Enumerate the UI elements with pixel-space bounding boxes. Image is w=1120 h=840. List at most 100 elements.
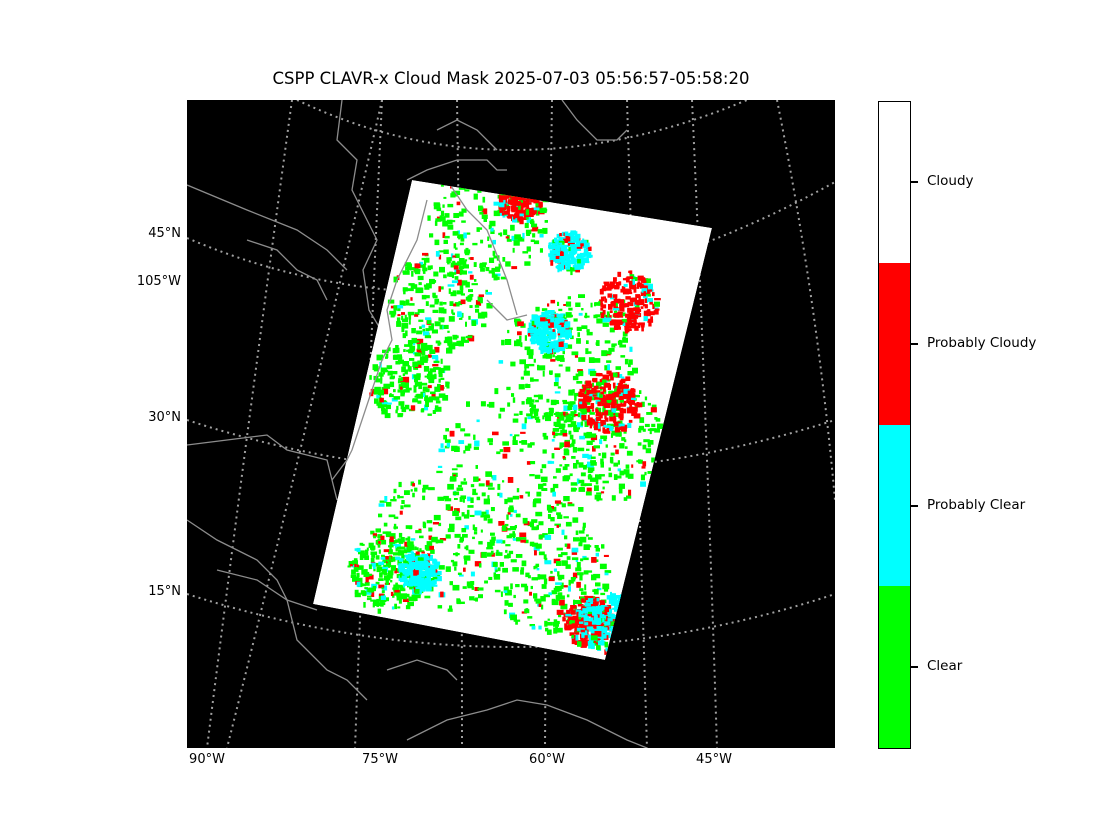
cloud-mask-pixel (458, 237, 461, 240)
cloud-mask-pixel (564, 244, 570, 248)
cloud-mask-pixel (615, 430, 621, 437)
cloud-mask-pixel (461, 512, 465, 517)
cloud-mask-pixel (390, 313, 395, 318)
cloud-mask-pixel (478, 483, 485, 487)
cloud-mask-pixel (573, 537, 579, 542)
cloud-mask-pixel (544, 220, 548, 223)
cloud-mask-pixel (435, 356, 439, 361)
cloud-mask-pixel (624, 313, 630, 317)
cloud-mask-pixel (596, 318, 603, 324)
cloud-mask-pixel (530, 442, 535, 446)
colorbar-probably-clear (879, 425, 910, 586)
cloud-mask-pixel (433, 203, 441, 210)
cloud-mask-pixel (570, 411, 574, 417)
cloud-mask-pixel (517, 321, 524, 327)
cloud-mask-pixel (613, 310, 618, 313)
map-panel[interactable] (187, 100, 835, 748)
cloud-mask-pixel (493, 274, 498, 281)
cloud-mask-pixel (584, 584, 587, 591)
cloud-mask-pixel (473, 446, 479, 450)
cloud-mask-pixel (400, 537, 405, 543)
cloud-mask-pixel (421, 257, 426, 261)
cloud-mask-pixel (447, 341, 451, 344)
cloud-mask-pixel (472, 242, 478, 246)
cloud-mask-pixel (412, 399, 419, 403)
cloud-mask-pixel (597, 640, 603, 646)
cloud-mask-pixel (406, 349, 409, 352)
cloud-mask-pixel (559, 595, 565, 600)
cloud-mask-pixel (541, 347, 549, 353)
cloud-mask-pixel (620, 355, 626, 358)
cloud-mask-pixel (607, 364, 610, 371)
cloud-mask-pixel (594, 479, 599, 482)
cloud-mask-pixel (512, 418, 519, 423)
cloud-mask-pixel (578, 265, 584, 270)
cloud-mask-pixel (634, 403, 641, 407)
cloud-mask-pixel (438, 378, 441, 383)
cloud-mask-pixel (400, 403, 404, 410)
cloud-mask-pixel (584, 258, 589, 262)
cloud-mask-pixel (521, 202, 524, 208)
cloud-mask-pixel (565, 521, 572, 527)
cloud-mask-pixel (600, 303, 604, 308)
cloud-mask-pixel (450, 476, 457, 482)
cloud-mask-pixel (444, 439, 451, 443)
cloud-mask-pixel (555, 411, 559, 417)
cloud-mask-pixel (561, 322, 564, 328)
cloud-mask-pixel (440, 210, 445, 217)
cloud-mask-pixel (356, 577, 363, 584)
cloud-mask-pixel (404, 344, 411, 347)
cloud-mask-pixel (379, 397, 384, 403)
cloud-mask-pixel (399, 510, 403, 515)
cloud-mask-pixel (595, 342, 600, 346)
cloud-mask-pixel (584, 602, 591, 607)
cloud-mask-pixel (619, 344, 626, 348)
cloud-mask-pixel (630, 407, 634, 414)
cloud-mask-pixel (454, 253, 460, 258)
cloud-mask-pixel (593, 614, 598, 621)
cloud-mask-pixel (427, 215, 431, 221)
cloud-mask-pixel (485, 471, 492, 477)
cloud-mask-pixel (624, 446, 628, 449)
cloud-mask-pixel (590, 462, 597, 466)
cloud-mask-pixel (425, 583, 431, 587)
cloud-mask-pixel (538, 394, 543, 400)
cloud-mask-pixel (433, 271, 439, 277)
cloud-mask-pixel (567, 416, 574, 421)
figure-title: CSPP CLAVR-x Cloud Mask 2025-07-03 05:56… (272, 69, 750, 88)
cloud-mask-pixel (641, 283, 644, 287)
cloud-mask-pixel (606, 626, 610, 630)
cloud-mask-pixel (509, 433, 513, 437)
cloud-mask-pixel (517, 236, 525, 242)
cloud-mask-pixel (539, 574, 547, 580)
cloud-mask-pixel (637, 275, 644, 281)
cloud-mask-pixel (607, 293, 613, 298)
cloud-mask-pixel (539, 345, 543, 350)
cloud-mask-pixel (534, 550, 537, 556)
cloud-mask-pixel (580, 392, 583, 398)
cloud-mask-pixel (401, 312, 405, 315)
cloud-mask-pixel (395, 360, 401, 365)
cloud-mask-pixel (604, 621, 611, 626)
cloud-mask-pixel (603, 439, 607, 442)
cloud-mask-pixel (576, 245, 583, 249)
cloud-mask-pixel (504, 555, 510, 559)
cloud-mask-pixel (403, 583, 406, 588)
cloud-mask-pixel (480, 298, 483, 304)
cloud-mask-pixel (392, 543, 398, 546)
cloud-mask-pixel (458, 440, 465, 444)
cloud-mask-pixel (420, 347, 428, 351)
cloud-mask-pixel (408, 596, 415, 601)
cloud-mask-pixel (462, 339, 469, 343)
cloud-mask-pixel (385, 404, 391, 410)
cloud-mask-pixel (626, 399, 629, 404)
cloud-mask-pixel (447, 203, 454, 208)
cloud-mask-pixel (492, 431, 499, 436)
cloud-mask-pixel (483, 517, 488, 521)
cloud-mask-pixel (571, 634, 575, 638)
cloud-mask-pixel (347, 565, 351, 568)
cloud-mask-pixel (419, 263, 426, 268)
cloud-mask-pixel (609, 281, 616, 284)
cloud-mask-pixel (528, 363, 535, 367)
cloud-mask-pixel (570, 577, 576, 580)
